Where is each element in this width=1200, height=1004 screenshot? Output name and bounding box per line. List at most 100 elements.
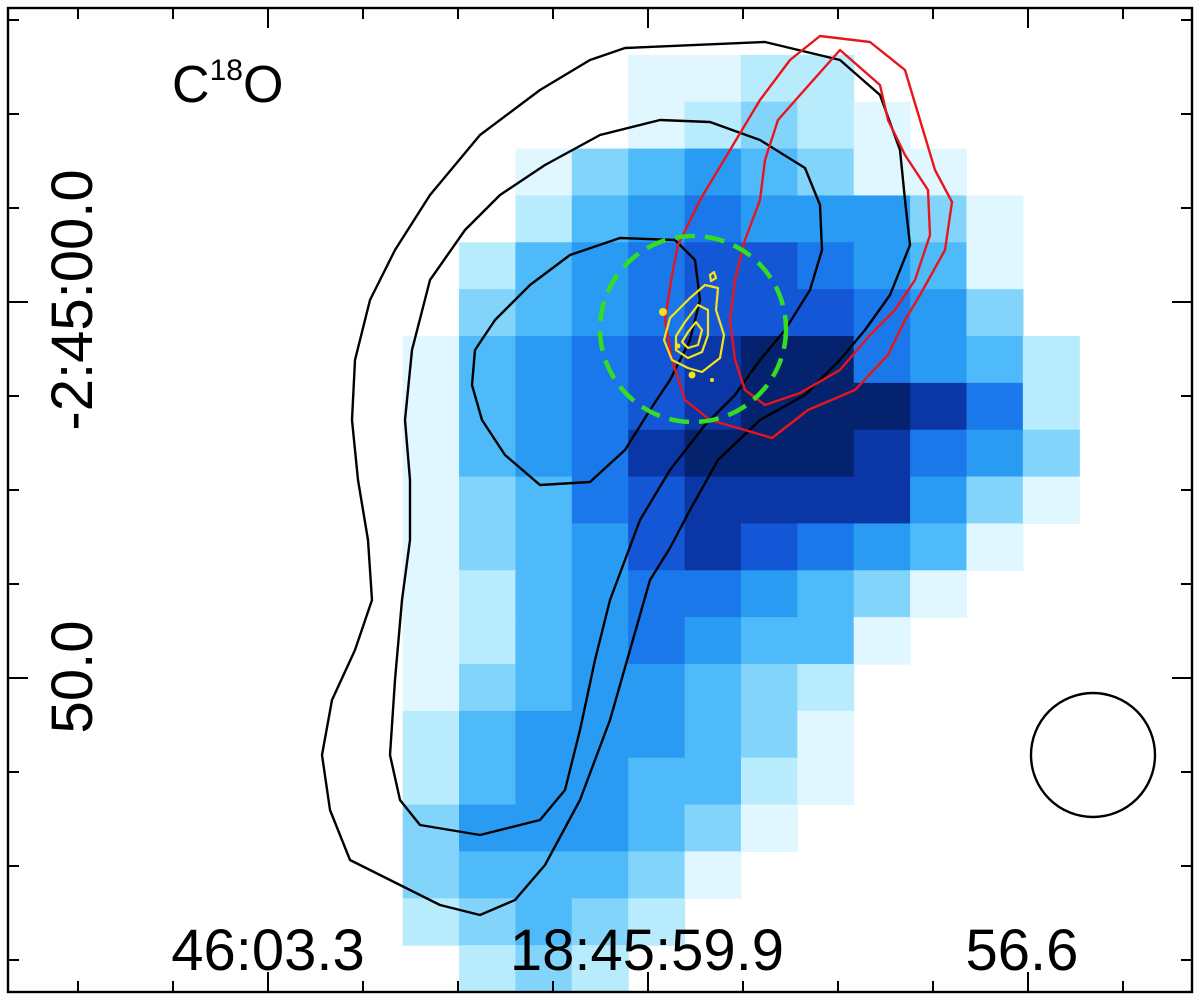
emission-pixel [571, 148, 629, 197]
emission-pixel [402, 617, 460, 665]
emission-pixel [910, 570, 968, 618]
emission-pixel [684, 570, 742, 618]
x-tick-label-center: 18:45:59.9 [510, 918, 784, 983]
emission-pixel [684, 804, 742, 853]
emission-pixel [910, 336, 968, 384]
emission-pixel [628, 195, 686, 243]
emission-pixel [402, 757, 460, 806]
emission-pixel [1022, 429, 1080, 478]
emission-pixel [684, 523, 742, 571]
emission-pixel [628, 476, 686, 525]
emission-pixel [797, 242, 855, 290]
emission-pixel [797, 476, 855, 525]
emission-pixel [515, 195, 573, 243]
emission-pixel [797, 382, 855, 431]
emission-pixel [797, 101, 855, 150]
emission-pixel [853, 195, 911, 243]
emission-pixel [571, 851, 629, 899]
molecule-label-rest: O [243, 56, 283, 114]
emission-pixel [740, 570, 798, 618]
emission-pixel [515, 289, 573, 337]
emission-pixel [571, 710, 629, 759]
emission-pixel [966, 242, 1024, 290]
emission-pixel [797, 54, 855, 103]
emission-pixel [628, 710, 686, 759]
emission-pixel [628, 664, 686, 712]
emission-pixel [459, 664, 517, 712]
emission-pixel [571, 570, 629, 618]
emission-pixel [402, 804, 460, 853]
emission-pixel [571, 429, 629, 478]
emission-pixel [459, 289, 517, 337]
emission-pixel [966, 382, 1024, 431]
emission-pixel [515, 336, 573, 384]
emission-pixel [853, 617, 911, 665]
emission-pixel [797, 617, 855, 665]
emission-pixel [628, 757, 686, 806]
emission-pixel [515, 664, 573, 712]
emission-pixel [740, 336, 798, 384]
emission-pixel-grid [402, 54, 1080, 993]
emission-pixel [797, 429, 855, 478]
emission-pixel [459, 851, 517, 899]
emission-pixel [910, 382, 968, 431]
emission-pixel [459, 382, 517, 431]
intensity-contour-middle [388, 118, 824, 837]
emission-pixel [402, 523, 460, 571]
intensity-contour-inner [470, 236, 702, 487]
emission-pixel [402, 382, 460, 431]
emission-pixel [402, 476, 460, 525]
emission-pixel [910, 476, 968, 525]
emission-pixel [515, 804, 573, 853]
emission-pixel [684, 101, 742, 150]
emission-pixel [740, 710, 798, 759]
emission-pixel [459, 523, 517, 571]
emission-pixel [515, 382, 573, 431]
red-contour-outer [663, 34, 954, 440]
emission-pixel [571, 523, 629, 571]
emission-pixel [740, 523, 798, 571]
beam-circle [1029, 691, 1157, 819]
emission-pixel [797, 195, 855, 243]
red-contour-inner [728, 48, 932, 407]
emission-pixel [740, 242, 798, 290]
emission-pixel [628, 382, 686, 431]
emission-pixel [459, 336, 517, 384]
emission-pixel [402, 898, 460, 946]
emission-pixel [459, 757, 517, 806]
emission-pixel [910, 429, 968, 478]
emission-pixel [797, 664, 855, 712]
emission-pixel [740, 617, 798, 665]
emission-pixel [628, 851, 686, 899]
emission-pixel [853, 101, 911, 150]
emission-pixel [515, 242, 573, 290]
emission-pixel [797, 710, 855, 759]
emission-pixel [853, 289, 911, 337]
emission-pixel [459, 617, 517, 665]
emission-pixel [571, 898, 629, 946]
emission-pixel [402, 664, 460, 712]
intensity-contours [320, 40, 912, 917]
emission-pixel [515, 757, 573, 806]
emission-pixel [966, 429, 1024, 478]
emission-pixel [853, 476, 911, 525]
emission-pixel [966, 476, 1024, 525]
emission-pixel [684, 148, 742, 197]
x-tick-label-right: 56.6 [966, 918, 1079, 983]
emission-pixel [402, 570, 460, 618]
emission-pixel [684, 664, 742, 712]
red-contours [663, 34, 954, 440]
emission-pixel [515, 945, 573, 993]
emission-pixel [797, 523, 855, 571]
yellow-knot-left [659, 308, 667, 316]
emission-pixel [402, 710, 460, 759]
yellow-knot-center [675, 343, 681, 349]
emission-pixel [966, 195, 1024, 243]
emission-pixel [571, 945, 629, 993]
x-tick-label-left: 46:03.3 [171, 918, 365, 983]
emission-pixel [740, 382, 798, 431]
emission-pixel [459, 429, 517, 478]
emission-pixel [797, 757, 855, 806]
emission-pixel [910, 195, 968, 243]
emission-pixel [571, 382, 629, 431]
